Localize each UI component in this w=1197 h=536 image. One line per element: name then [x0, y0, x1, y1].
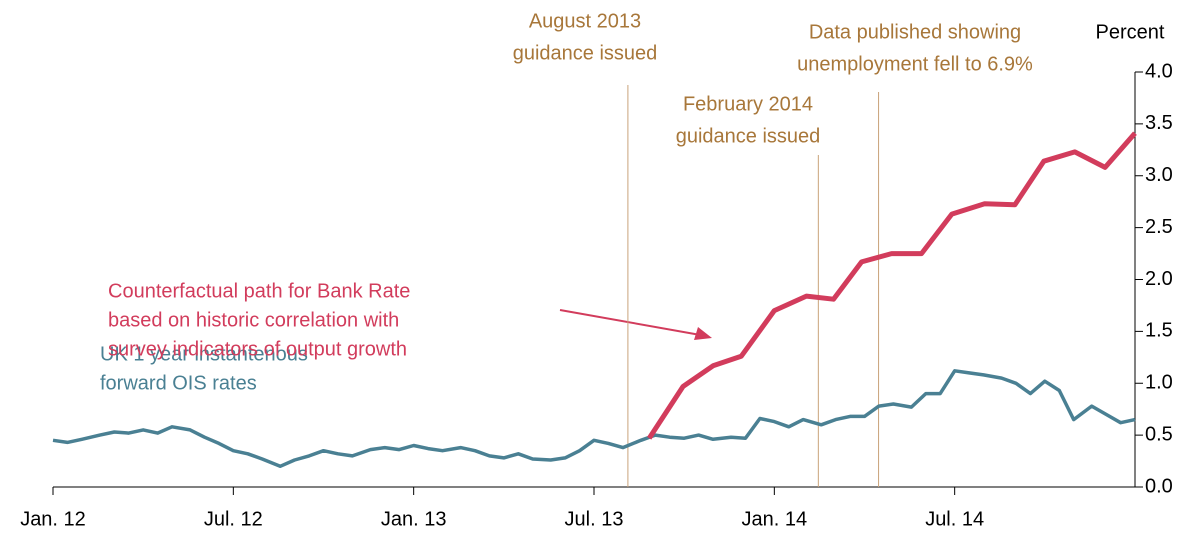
- y-tick-label: 0.0: [1145, 475, 1173, 497]
- x-tick-label: Jul. 12: [204, 508, 263, 530]
- x-tick-label: Jul. 14: [925, 508, 984, 530]
- series-label: based on historic correlation with: [108, 309, 399, 331]
- annotation: unemployment fell to 6.9%: [797, 53, 1033, 75]
- y-tick-label: 2.0: [1145, 268, 1173, 290]
- series-label: Counterfactual path for Bank Rate: [108, 280, 410, 302]
- annotation: February 2014: [683, 93, 813, 115]
- y-tick-label: 4.0: [1145, 60, 1173, 82]
- y-tick-label: 0.5: [1145, 423, 1173, 445]
- series-label: forward OIS rates: [100, 372, 257, 394]
- x-tick-label: Jul. 13: [565, 508, 624, 530]
- y-tick-label: 1.0: [1145, 372, 1173, 394]
- series-line: [647, 131, 1137, 440]
- x-tick-label: Jan. 12: [20, 508, 86, 530]
- series-line: [52, 369, 1136, 469]
- y-tick-label: 2.5: [1145, 216, 1173, 238]
- x-tick-label: Jan. 13: [381, 508, 447, 530]
- annotation: guidance issued: [513, 42, 658, 64]
- annotation: Data published showing: [809, 21, 1021, 43]
- series-label: survey indicators of output growth: [108, 338, 407, 360]
- annotation: August 2013: [529, 10, 641, 32]
- annotation: guidance issued: [676, 125, 821, 147]
- arrow-head: [694, 327, 712, 340]
- x-tick-label: Jan. 14: [742, 508, 808, 530]
- series-label: UK 1 year instantenous: [100, 343, 308, 365]
- y-axis-label: Percent: [1096, 21, 1165, 43]
- y-tick-label: 3.0: [1145, 164, 1173, 186]
- y-tick-label: 1.5: [1145, 320, 1173, 342]
- y-tick-label: 3.5: [1145, 112, 1173, 134]
- arrow: [559, 309, 707, 337]
